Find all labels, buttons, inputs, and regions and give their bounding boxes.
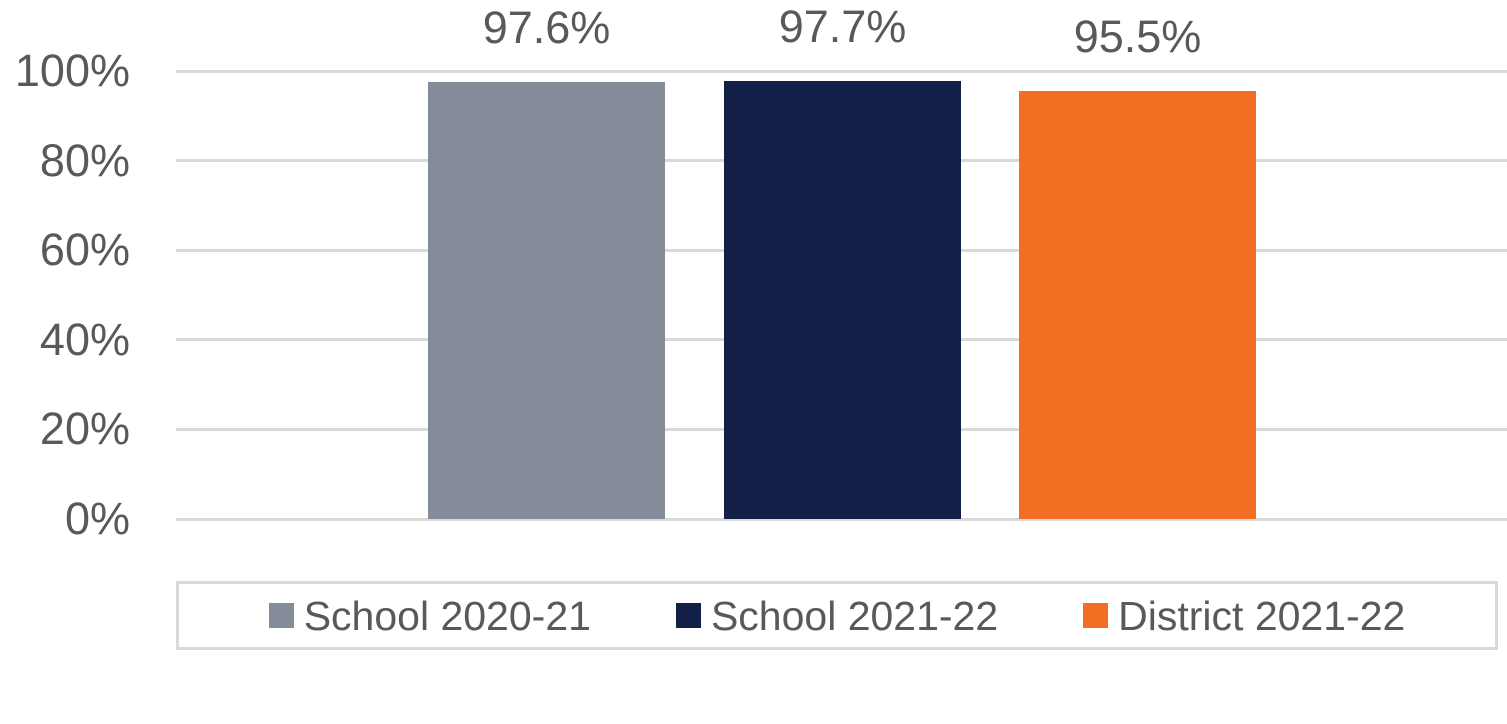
data-label-school-2021-22: 97.7%: [778, 1, 907, 53]
gridline-0: [176, 517, 1507, 521]
data-label-district-2021-22: 95.5%: [1073, 11, 1202, 63]
plot-area: 97.6% 97.7% 95.5%: [176, 1, 1507, 521]
y-tick-label-60: 60%: [39, 224, 130, 276]
legend-label: School 2020-21: [303, 592, 591, 639]
legend-label: School 2021-22: [710, 592, 999, 639]
legend-item-school-2020-21: School 2020-21: [268, 592, 591, 639]
legend-label: District 2021-22: [1118, 592, 1406, 639]
legend-item-district-2021-22: District 2021-22: [1083, 593, 1405, 639]
y-axis: 0% 20% 40% 60% 80% 100%: [0, 0, 130, 724]
legend: School 2020-21 School 2021-22 District 202…: [176, 581, 1498, 650]
bar-school-2020-21: [428, 81, 665, 519]
y-tick-label-20: 20%: [39, 403, 130, 455]
y-tick-label-40: 40%: [39, 313, 130, 365]
y-tick-label-80: 80%: [39, 134, 130, 186]
y-tick-label-0: 0%: [64, 493, 130, 544]
data-label-school-2020-21: 97.6%: [482, 1, 611, 53]
bar-district-2021-22: [1019, 91, 1256, 519]
gridline-100: [176, 69, 1507, 73]
legend-swatch-icon: [268, 603, 294, 628]
legend-swatch-icon: [675, 603, 701, 628]
legend-item-school-2021-22: School 2021-22: [675, 592, 999, 639]
y-tick-label-100: 100%: [14, 45, 130, 96]
legend-swatch-icon: [1083, 603, 1109, 628]
bar-school-2021-22: [724, 81, 961, 519]
